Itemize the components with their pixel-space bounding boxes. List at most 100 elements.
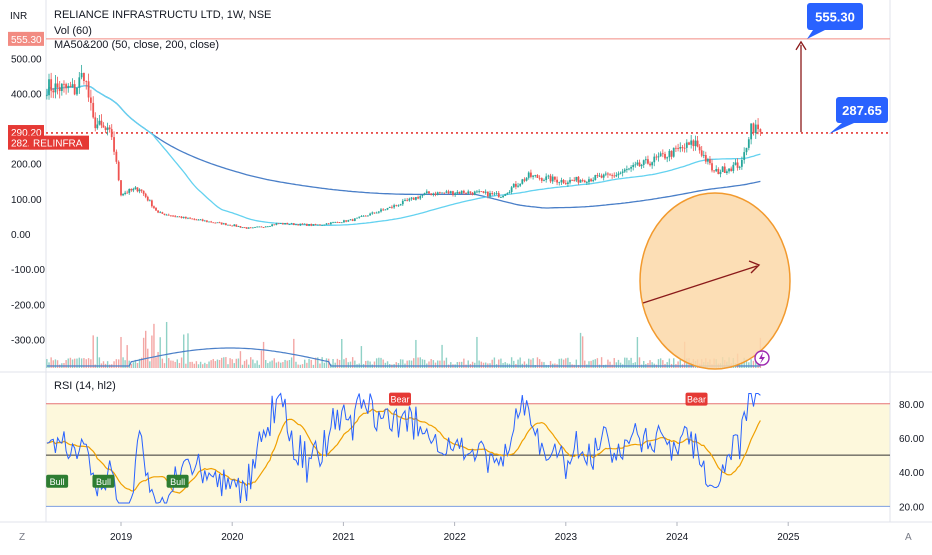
candle-body <box>165 214 168 216</box>
volume-bar <box>624 357 626 368</box>
candle-body <box>229 224 231 226</box>
volume-bar <box>243 360 246 368</box>
volume-bar <box>138 358 141 368</box>
volume-bar <box>626 357 628 368</box>
volume-bar <box>293 338 295 368</box>
candle-body <box>159 212 162 214</box>
volume-bar <box>102 361 105 368</box>
time-tick-label: 2020 <box>221 532 244 543</box>
candle-body <box>167 214 170 216</box>
volume-bar <box>384 362 387 368</box>
volume-bar <box>493 357 496 368</box>
volume-bar <box>607 359 609 368</box>
candle-body <box>458 191 461 194</box>
volume-bar <box>579 332 582 368</box>
candle-body <box>262 227 265 228</box>
candle-body <box>598 175 601 177</box>
volume-bar <box>163 363 166 368</box>
candle-body <box>540 178 543 181</box>
timezone-toggle[interactable]: Z <box>19 532 26 543</box>
candle-body <box>698 146 701 151</box>
volume-bar <box>113 361 115 368</box>
candle-body <box>651 162 654 166</box>
volume-bar <box>140 357 143 368</box>
candle-body <box>193 218 196 220</box>
candle-body <box>512 183 515 188</box>
auto-scale-toggle[interactable]: A <box>905 532 912 543</box>
candle-body <box>391 206 393 208</box>
volume-bar <box>126 345 128 368</box>
candle-body <box>690 140 693 145</box>
volume-bar <box>237 358 240 368</box>
volume-bar <box>345 357 347 368</box>
candle-body <box>736 162 739 168</box>
candle-body <box>478 191 481 193</box>
volume-bar <box>297 364 299 368</box>
candle-body <box>704 155 707 162</box>
candle-body <box>115 151 118 162</box>
volume-bar <box>225 357 227 368</box>
bull-label-bg <box>166 474 189 488</box>
candle-body <box>401 200 404 205</box>
volume-legend[interactable]: Vol (60) <box>54 25 92 37</box>
candle-body <box>752 123 755 134</box>
volume-bar <box>410 360 413 368</box>
candle-body <box>161 212 164 214</box>
candle-body <box>231 225 234 227</box>
level-callout-box <box>836 97 888 123</box>
volume-bar <box>90 359 92 368</box>
candle-body <box>336 221 339 223</box>
candle-body <box>617 173 620 176</box>
candle-body <box>301 223 304 225</box>
volume-bar <box>161 358 164 368</box>
volume-bar <box>415 339 417 368</box>
candle-body <box>96 124 99 129</box>
candle-body <box>525 177 528 181</box>
candle-body <box>271 224 274 227</box>
ma-legend[interactable]: MA50&200 (50, close, 200, close) <box>54 39 220 51</box>
volume-bar <box>92 335 94 368</box>
volume-bar <box>46 358 48 368</box>
volume-bar <box>239 351 242 368</box>
candle-body <box>113 137 115 152</box>
candle-body <box>579 180 582 183</box>
candle-body <box>199 219 202 221</box>
candle-body <box>216 222 219 224</box>
candle-body <box>364 215 367 217</box>
volume-bar <box>638 357 641 368</box>
candle-body <box>585 182 588 183</box>
bear-label-bg <box>389 392 411 406</box>
volume-bar <box>277 361 280 368</box>
volume-bar <box>332 359 334 368</box>
volume-bar <box>560 358 563 368</box>
volume-bar <box>185 363 187 368</box>
volume-bar <box>628 360 630 368</box>
candle-body <box>297 224 300 226</box>
candle-body <box>367 215 369 217</box>
candle-body <box>711 163 713 171</box>
candle-body <box>609 174 611 176</box>
volume-bar <box>428 361 430 368</box>
candle-body <box>312 224 315 226</box>
candle-body <box>577 176 580 183</box>
candle-body <box>172 215 174 217</box>
target-callout-box <box>807 3 863 30</box>
volume-bar <box>78 357 80 368</box>
rsi-legend[interactable]: RSI (14, hl2) <box>54 380 116 392</box>
volume-bar <box>569 362 571 368</box>
candle-body <box>434 193 437 195</box>
volume-bar <box>657 359 660 368</box>
candle-body <box>104 127 107 130</box>
volume-bar <box>252 359 254 368</box>
volume-bar <box>288 360 291 368</box>
candle-body <box>625 169 628 170</box>
volume-bar <box>267 363 269 368</box>
candle-body <box>696 140 699 147</box>
volume-bar <box>458 361 461 368</box>
candle-body <box>327 223 330 225</box>
candle-body <box>189 217 191 219</box>
candle-body <box>227 224 229 226</box>
symbol-title[interactable]: RELIANCE INFRASTRUCTU LTD, 1W, NSE <box>54 9 272 21</box>
